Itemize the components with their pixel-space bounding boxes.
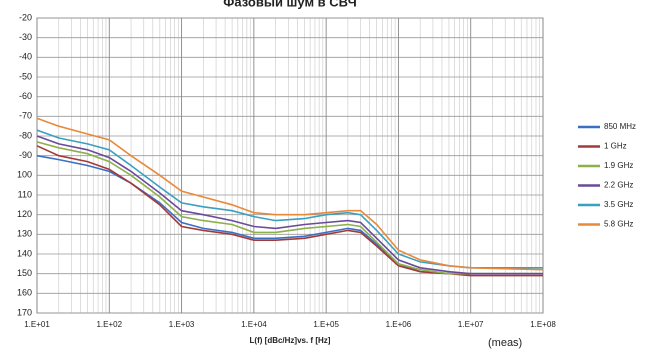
x-tick-label: 1.E+04 bbox=[241, 320, 267, 329]
x-tick-label: 1.E+07 bbox=[458, 320, 484, 329]
series-line bbox=[36, 135, 543, 275]
y-tick-label: -30 bbox=[19, 32, 32, 42]
legend-label: 2.2 GHz bbox=[604, 181, 633, 190]
x-tick-label: 1.E+06 bbox=[386, 320, 412, 329]
legend-label: 850 MHz bbox=[604, 122, 636, 131]
chart-title: Фазовый шум в СВЧ bbox=[223, 0, 356, 9]
plot-area bbox=[36, 17, 544, 314]
y-tick-label: 120 bbox=[17, 209, 32, 219]
y-tick-label: 140 bbox=[17, 248, 32, 258]
x-tick-label: 1.E+02 bbox=[96, 320, 122, 329]
x-tick-label: 1.E+01 bbox=[24, 320, 50, 329]
y-tick-label: -40 bbox=[19, 52, 32, 62]
series-line bbox=[36, 141, 543, 275]
legend-label: 3.5 GHz bbox=[604, 200, 633, 209]
series-line bbox=[36, 145, 543, 277]
series-line bbox=[36, 129, 543, 269]
legend-label: 1.9 GHz bbox=[604, 161, 633, 170]
legend-label: 5.8 GHz bbox=[604, 220, 633, 229]
y-tick-label: -90 bbox=[19, 150, 32, 160]
y-tick-label: 130 bbox=[17, 229, 32, 239]
legend-label: 1 GHz bbox=[604, 142, 627, 151]
annotation: (meas) bbox=[488, 337, 522, 349]
y-tick-label: 160 bbox=[17, 288, 32, 298]
x-tick-label: 1.E+05 bbox=[313, 320, 339, 329]
y-tick-label: -70 bbox=[19, 111, 32, 121]
x-axis-label: L(f) [dBc/Hz]vs. f [Hz] bbox=[250, 336, 331, 345]
y-tick-label: -20 bbox=[19, 12, 32, 22]
y-tick-label: -60 bbox=[19, 91, 32, 101]
y-tick-label: -80 bbox=[19, 130, 32, 140]
y-tick-label: 100 bbox=[17, 170, 32, 180]
x-tick-label: 1.E+08 bbox=[530, 320, 556, 329]
series-line bbox=[36, 117, 544, 271]
x-tick-label: 1.E+03 bbox=[169, 320, 195, 329]
y-tick-label: -50 bbox=[19, 71, 32, 81]
y-tick-label: 150 bbox=[17, 268, 32, 278]
y-tick-label: 170 bbox=[17, 307, 32, 317]
y-tick-label: 110 bbox=[18, 189, 32, 199]
